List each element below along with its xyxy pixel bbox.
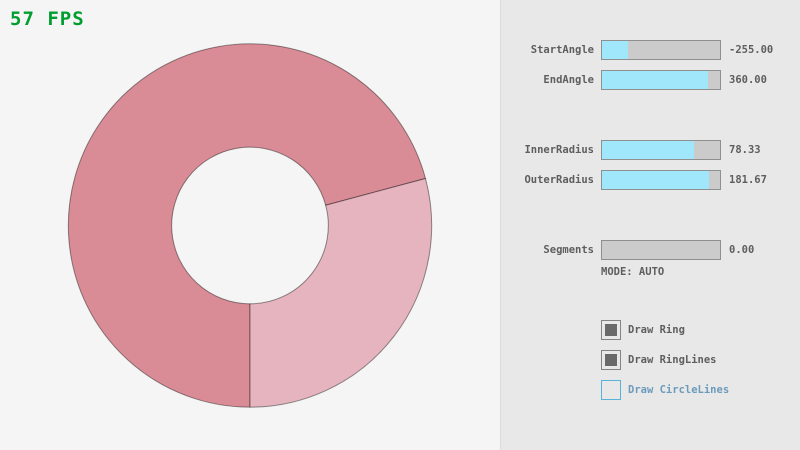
slider-label: EndAngle bbox=[543, 74, 594, 86]
slider-label: StartAngle bbox=[530, 44, 594, 56]
slider-row-end-angle: EndAngle 360.00 bbox=[501, 70, 800, 90]
slider-fill bbox=[602, 171, 710, 189]
slider-row-outer-radius: OuterRadius 181.67 bbox=[501, 170, 800, 190]
slider-fill bbox=[602, 71, 709, 89]
slider-label: InnerRadius bbox=[524, 144, 594, 156]
checkbox-row-draw-ringlines: Draw RingLines bbox=[501, 350, 800, 370]
start-angle-slider[interactable] bbox=[601, 40, 721, 60]
checkbox-label: Draw CircleLines bbox=[628, 384, 730, 396]
slider-fill bbox=[602, 141, 695, 159]
slider-value: 181.67 bbox=[729, 174, 767, 186]
slider-value: -255.00 bbox=[729, 44, 774, 56]
slider-value: 360.00 bbox=[729, 74, 767, 86]
slider-row-start-angle: StartAngle -255.00 bbox=[501, 40, 800, 60]
draw-circlelines-checkbox[interactable] bbox=[601, 380, 621, 400]
slider-label: Segments bbox=[543, 244, 594, 256]
draw-ringlines-checkbox[interactable] bbox=[601, 350, 621, 370]
checkbox-row-draw-circlelines: Draw CircleLines bbox=[501, 380, 800, 400]
slider-value: 78.33 bbox=[729, 144, 761, 156]
controls-panel: StartAngle -255.00 EndAngle 360.00 Inner… bbox=[500, 0, 800, 450]
mode-label: MODE: AUTO bbox=[601, 266, 665, 278]
checkmark-fill bbox=[605, 384, 617, 396]
slider-fill bbox=[602, 41, 628, 59]
draw-ring-checkbox[interactable] bbox=[601, 320, 621, 340]
checkmark-fill bbox=[605, 354, 617, 366]
slider-value: 0.00 bbox=[729, 244, 755, 256]
slider-row-inner-radius: InnerRadius 78.33 bbox=[501, 140, 800, 160]
checkmark-fill bbox=[605, 324, 617, 336]
segments-slider[interactable] bbox=[601, 240, 721, 260]
slider-row-segments: Segments 0.00 bbox=[501, 240, 800, 260]
checkbox-label: Draw RingLines bbox=[628, 354, 717, 366]
slider-label: OuterRadius bbox=[524, 174, 594, 186]
fps-counter: 57 FPS bbox=[10, 8, 85, 30]
ring-segment-light bbox=[249, 177, 433, 408]
checkbox-row-draw-ring: Draw Ring bbox=[501, 320, 800, 340]
inner-radius-slider[interactable] bbox=[601, 140, 721, 160]
checkbox-label: Draw Ring bbox=[628, 324, 685, 336]
end-angle-slider[interactable] bbox=[601, 70, 721, 90]
ring-segment-dark bbox=[67, 43, 427, 408]
outer-radius-slider[interactable] bbox=[601, 170, 721, 190]
